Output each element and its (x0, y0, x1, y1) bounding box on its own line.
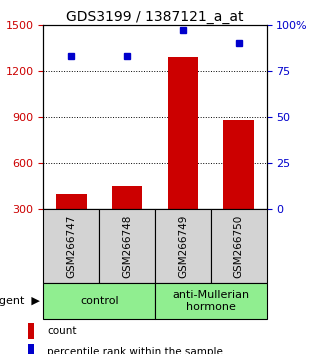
Text: anti-Mullerian
hormone: anti-Mullerian hormone (172, 290, 249, 312)
Bar (167, 57, 198, 255)
Bar (112, 186, 143, 255)
Text: agent  ▶: agent ▶ (0, 296, 40, 306)
Bar (223, 120, 254, 255)
Bar (155, 283, 267, 319)
Title: GDS3199 / 1387121_a_at: GDS3199 / 1387121_a_at (66, 10, 244, 24)
Bar (56, 194, 87, 255)
Bar (211, 209, 267, 283)
Text: GSM266748: GSM266748 (122, 214, 132, 278)
Text: count: count (47, 326, 77, 337)
Text: GSM266749: GSM266749 (178, 214, 188, 278)
Text: GSM266747: GSM266747 (66, 214, 76, 278)
Bar (155, 209, 211, 283)
Bar (99, 209, 155, 283)
Text: control: control (80, 296, 118, 306)
Bar (43, 283, 155, 319)
Text: percentile rank within the sample: percentile rank within the sample (47, 347, 223, 354)
Bar (43, 209, 99, 283)
Bar (28, 323, 33, 339)
Text: GSM266750: GSM266750 (234, 215, 244, 278)
Bar (28, 344, 33, 354)
